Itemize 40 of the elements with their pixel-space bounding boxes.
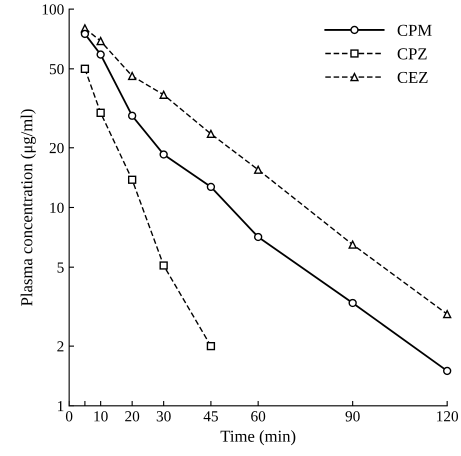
point [206,182,216,192]
point [128,112,136,120]
legend-label: CEZ [398,72,428,84]
point [206,130,216,138]
point [159,150,168,159]
x-tick-label: 60 [251,411,266,422]
point [254,232,262,242]
y-tick-label: 50 [50,64,64,74]
y-tick-label: 100 [42,4,64,15]
point [80,64,90,73]
point [443,366,452,376]
legend-label: CPZ [398,48,427,60]
x-tick-label: 30 [156,411,171,422]
point [443,310,452,318]
x-tick-label: 0 [66,411,72,422]
x-axis-title: Time (min) [220,430,296,446]
y-tick-label: 1 [58,401,64,412]
legend-label: CPM [398,24,432,36]
y-tick-label: 5 [58,262,64,273]
point [348,298,357,308]
point [254,166,262,174]
point [159,261,168,270]
point [96,50,105,59]
point [159,90,168,99]
point [80,30,90,38]
point [348,240,357,249]
y-tick-label: 2 [57,341,64,352]
point [128,176,136,184]
x-tick-label: 90 [346,411,360,422]
point [96,36,105,46]
point [206,342,216,350]
y-tick-label: 20 [50,142,64,154]
point [128,72,136,80]
point [96,108,105,118]
x-tick-label: 20 [125,411,140,422]
y-axis-title: Plasma concentration (μg/ml) [20,109,36,306]
x-tick-label: 10 [94,411,108,422]
x-tick-label: 120 [437,411,458,422]
y-tick-label: 10 [50,202,64,213]
x-tick-label: 45 [204,411,218,422]
